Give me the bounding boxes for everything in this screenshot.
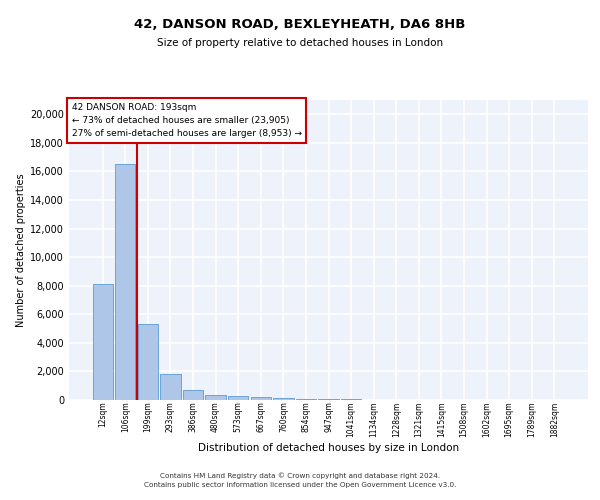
Y-axis label: Number of detached properties: Number of detached properties	[16, 173, 26, 327]
Bar	[138, 324, 158, 400]
Text: 42 DANSON ROAD: 193sqm
← 73% of detached houses are smaller (23,905)
27% of semi: 42 DANSON ROAD: 193sqm ← 73% of detached…	[71, 103, 302, 138]
Bar	[205, 395, 226, 400]
Bar	[228, 396, 248, 400]
Bar	[160, 374, 181, 400]
Bar	[115, 164, 136, 400]
Bar	[319, 399, 338, 400]
Bar	[296, 398, 316, 400]
Bar	[183, 390, 203, 400]
X-axis label: Distribution of detached houses by size in London: Distribution of detached houses by size …	[198, 442, 459, 452]
Text: Contains HM Land Registry data © Crown copyright and database right 2024.
Contai: Contains HM Land Registry data © Crown c…	[144, 472, 456, 488]
Bar	[92, 284, 113, 400]
Text: 42, DANSON ROAD, BEXLEYHEATH, DA6 8HB: 42, DANSON ROAD, BEXLEYHEATH, DA6 8HB	[134, 18, 466, 30]
Text: Size of property relative to detached houses in London: Size of property relative to detached ho…	[157, 38, 443, 48]
Bar	[251, 397, 271, 400]
Bar	[273, 398, 293, 400]
